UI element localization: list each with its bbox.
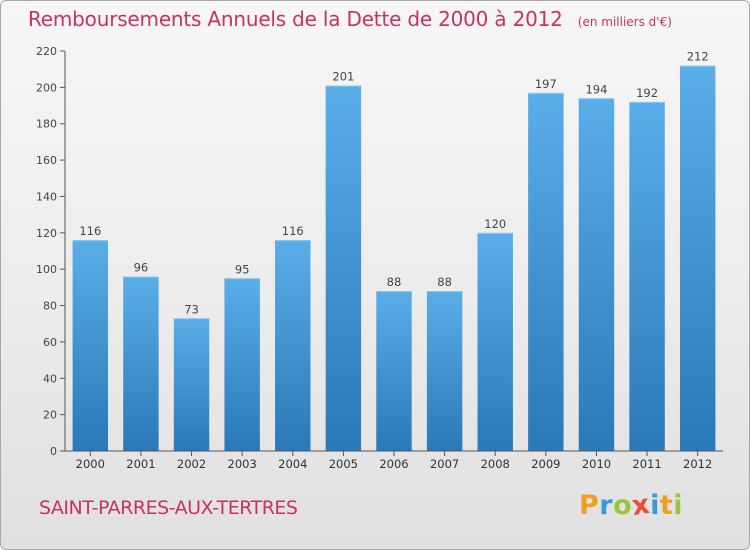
bar-2001 xyxy=(123,276,159,451)
y-tick-label: 80 xyxy=(43,300,57,313)
y-tick-label: 140 xyxy=(36,190,57,203)
x-tick-label-2000: 2000 xyxy=(76,457,105,471)
x-tick-label-2006: 2006 xyxy=(379,457,408,471)
logo-letter: P xyxy=(579,490,600,521)
logo-letter: i xyxy=(673,490,684,521)
y-axis: 0 20 40 60 80 100 120 140 160 180 200 220 xyxy=(36,45,66,458)
logo-letter: r xyxy=(599,490,614,521)
data-label-2008: 120 xyxy=(484,217,506,231)
y-tick-label: 200 xyxy=(36,81,57,94)
x-tick-label-2007: 2007 xyxy=(430,457,459,471)
data-label-2011: 192 xyxy=(636,86,658,100)
data-label-2007: 88 xyxy=(437,275,452,289)
data-label-2012: 212 xyxy=(687,50,709,64)
y-tick-label: 40 xyxy=(43,372,57,385)
bar-2009 xyxy=(528,92,564,452)
data-label-2003: 95 xyxy=(235,262,250,276)
x-tick-label-2001: 2001 xyxy=(126,457,155,471)
x-tick-label-2011: 2011 xyxy=(632,457,661,471)
city-name: SAINT-PARRES-AUX-TERTRES xyxy=(39,497,298,519)
x-tick-label-2003: 2003 xyxy=(228,457,257,471)
y-tick-label: 60 xyxy=(43,336,57,349)
y-tick-label: 100 xyxy=(36,263,57,276)
x-tick-label-2012: 2012 xyxy=(683,457,712,471)
y-tick-label: 0 xyxy=(50,445,57,458)
bar-2012 xyxy=(679,65,716,451)
x-axis: 2000 2001 2002 2003 2004 2005 2006 2007 2008 2009… xyxy=(65,450,723,471)
bar-2003 xyxy=(224,278,260,451)
data-label-2005: 201 xyxy=(332,70,354,84)
bar-2010 xyxy=(578,98,615,451)
x-tick-label-2009: 2009 xyxy=(531,457,560,471)
logo-letter: x xyxy=(630,488,653,523)
bar-2008 xyxy=(477,232,513,451)
data-label-2006: 88 xyxy=(387,275,402,289)
data-label-2004: 116 xyxy=(282,224,304,238)
y-tick-label: 120 xyxy=(36,227,57,240)
proxiti-logo: Proxiti xyxy=(579,488,684,523)
data-label-2001: 96 xyxy=(134,260,149,274)
data-label-2010: 194 xyxy=(585,82,607,96)
y-tick-label: 220 xyxy=(36,45,57,58)
bar-2004 xyxy=(275,240,311,451)
x-tick-label-2005: 2005 xyxy=(329,457,358,471)
data-label-2002: 73 xyxy=(184,302,199,316)
logo-letter: i xyxy=(650,490,660,521)
chart-title: Remboursements Annuels de la Dette de 20… xyxy=(28,7,563,31)
bar-2007 xyxy=(426,291,463,451)
data-label-2009: 197 xyxy=(535,77,557,91)
logo-letter: o xyxy=(613,490,633,521)
y-tick-label: 180 xyxy=(36,118,57,131)
bar-2005 xyxy=(325,85,362,451)
x-tick-label-2004: 2004 xyxy=(278,457,307,471)
y-tick-label: 20 xyxy=(43,409,57,422)
bar-2002 xyxy=(173,318,210,451)
logo-letter: t xyxy=(659,490,674,521)
data-label-2000: 116 xyxy=(79,224,101,238)
y-tick-label: 160 xyxy=(36,154,57,167)
x-tick-label-2002: 2002 xyxy=(177,457,206,471)
bars: 116 96 73 95 116 201 88 88 120 197 194 192 212 xyxy=(72,50,716,452)
bar-2000 xyxy=(72,240,109,451)
bar-2006 xyxy=(376,291,412,451)
bar-2011 xyxy=(629,101,665,451)
x-tick-label-2008: 2008 xyxy=(481,457,510,471)
x-tick-label-2010: 2010 xyxy=(582,457,611,471)
title-row: Remboursements Annuels de la Dette de 20… xyxy=(28,7,672,31)
chart-unit-note: (en milliers d'€) xyxy=(577,15,672,29)
